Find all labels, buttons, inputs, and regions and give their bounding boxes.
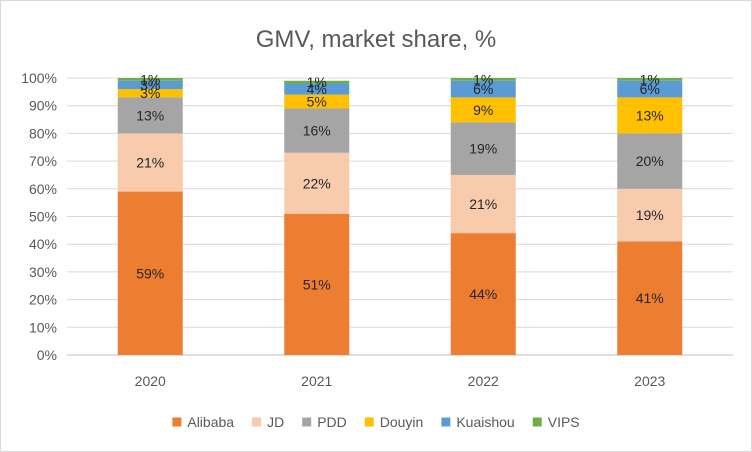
bar-segment xyxy=(450,174,516,234)
data-label: 41% xyxy=(636,290,664,306)
legend-item: Kuaishou xyxy=(441,414,515,430)
data-label: 44% xyxy=(469,286,497,302)
legend-label: VIPS xyxy=(548,414,580,430)
data-label: 3% xyxy=(140,77,160,93)
bars: 59%21%13%3%3%1%51%22%16%5%4%1%44%21%19%9… xyxy=(117,71,683,355)
bar-segment xyxy=(284,108,350,153)
legend-item: JD xyxy=(252,414,284,430)
data-label: 19% xyxy=(469,141,497,157)
y-tick-label: 20% xyxy=(29,292,57,308)
legend-label: Kuaishou xyxy=(456,414,514,430)
bar-segment xyxy=(450,78,516,81)
legend-swatch xyxy=(532,417,542,427)
bar-segment xyxy=(450,97,516,123)
data-label: 5% xyxy=(307,94,327,110)
y-tick-label: 90% xyxy=(29,98,57,114)
y-axis-ticks: 0% 10% 20% 30% 40% 50% 60% 70% 80% 90% 100% xyxy=(21,70,57,363)
data-label: 9% xyxy=(473,102,493,118)
legend-label: Alibaba xyxy=(187,414,234,430)
legend-swatch xyxy=(364,417,374,427)
bar-segment xyxy=(617,188,683,242)
data-label: 13% xyxy=(636,107,664,123)
x-tick-label: 2023 xyxy=(634,373,665,389)
y-tick-label: 10% xyxy=(29,319,57,335)
legend-item: Douyin xyxy=(364,414,424,430)
data-label: 1% xyxy=(307,74,327,90)
data-label: 21% xyxy=(136,154,164,170)
legend-swatch xyxy=(252,417,262,427)
data-label: 22% xyxy=(303,175,331,191)
legend-swatch xyxy=(172,417,182,427)
y-tick-label: 100% xyxy=(21,70,57,86)
y-tick-label: 60% xyxy=(29,181,57,197)
data-label: 20% xyxy=(636,153,664,169)
data-label: 6% xyxy=(640,81,660,97)
legend-item: VIPS xyxy=(532,414,580,430)
data-label: 19% xyxy=(636,207,664,223)
y-tick-label: 80% xyxy=(29,125,57,141)
bar-segment xyxy=(117,133,183,192)
x-tick-label: 2022 xyxy=(468,373,499,389)
y-tick-label: 50% xyxy=(29,209,57,225)
chart-title: GMV, market share, % xyxy=(256,26,497,53)
data-label: 3% xyxy=(140,85,160,101)
bar-segment xyxy=(284,80,350,84)
bar-segment xyxy=(284,152,350,214)
legend-swatch xyxy=(302,417,312,427)
y-tick-label: 0% xyxy=(37,347,57,363)
bar-segment xyxy=(117,97,183,134)
bar-segment xyxy=(450,122,516,175)
bar-segment xyxy=(617,241,683,355)
data-label: 51% xyxy=(303,276,331,292)
data-label: 16% xyxy=(303,123,331,139)
legend-item: Alibaba xyxy=(172,414,234,430)
data-label: 4% xyxy=(307,81,327,97)
bar-segment xyxy=(450,80,516,98)
legend-label: PDD xyxy=(317,414,347,430)
data-label: 6% xyxy=(473,81,493,97)
legend-label: Douyin xyxy=(380,414,424,430)
legend-item: PDD xyxy=(302,414,347,430)
bar-segment xyxy=(617,97,683,134)
bar-segment xyxy=(617,80,683,98)
x-axis-ticks: 2020 2021 2022 2023 xyxy=(135,373,666,389)
bar-segment xyxy=(117,89,183,98)
x-tick-label: 2021 xyxy=(301,373,332,389)
data-label: 1% xyxy=(140,71,160,87)
data-label: 13% xyxy=(136,107,164,123)
legend-label: JD xyxy=(267,414,284,430)
bar-segment xyxy=(284,94,350,109)
bar-segment xyxy=(284,213,350,355)
data-label: 1% xyxy=(640,71,660,87)
y-tick-label: 70% xyxy=(29,153,57,169)
bar-segment xyxy=(617,78,683,81)
data-label: 59% xyxy=(136,265,164,281)
x-tick-label: 2020 xyxy=(135,373,166,389)
bar-segment xyxy=(117,78,183,81)
bar-segment xyxy=(617,133,683,189)
bar-segment xyxy=(117,80,183,90)
bar-segment xyxy=(117,191,183,355)
legend: Alibaba JD PDD Douyin Kuaishou VIPS xyxy=(172,414,580,430)
bar-segment xyxy=(450,233,516,355)
y-tick-label: 30% xyxy=(29,264,57,280)
legend-swatch xyxy=(441,417,451,427)
data-label: 21% xyxy=(469,196,497,212)
data-label: 1% xyxy=(473,71,493,87)
bar-segment xyxy=(284,83,350,95)
y-tick-label: 40% xyxy=(29,236,57,252)
